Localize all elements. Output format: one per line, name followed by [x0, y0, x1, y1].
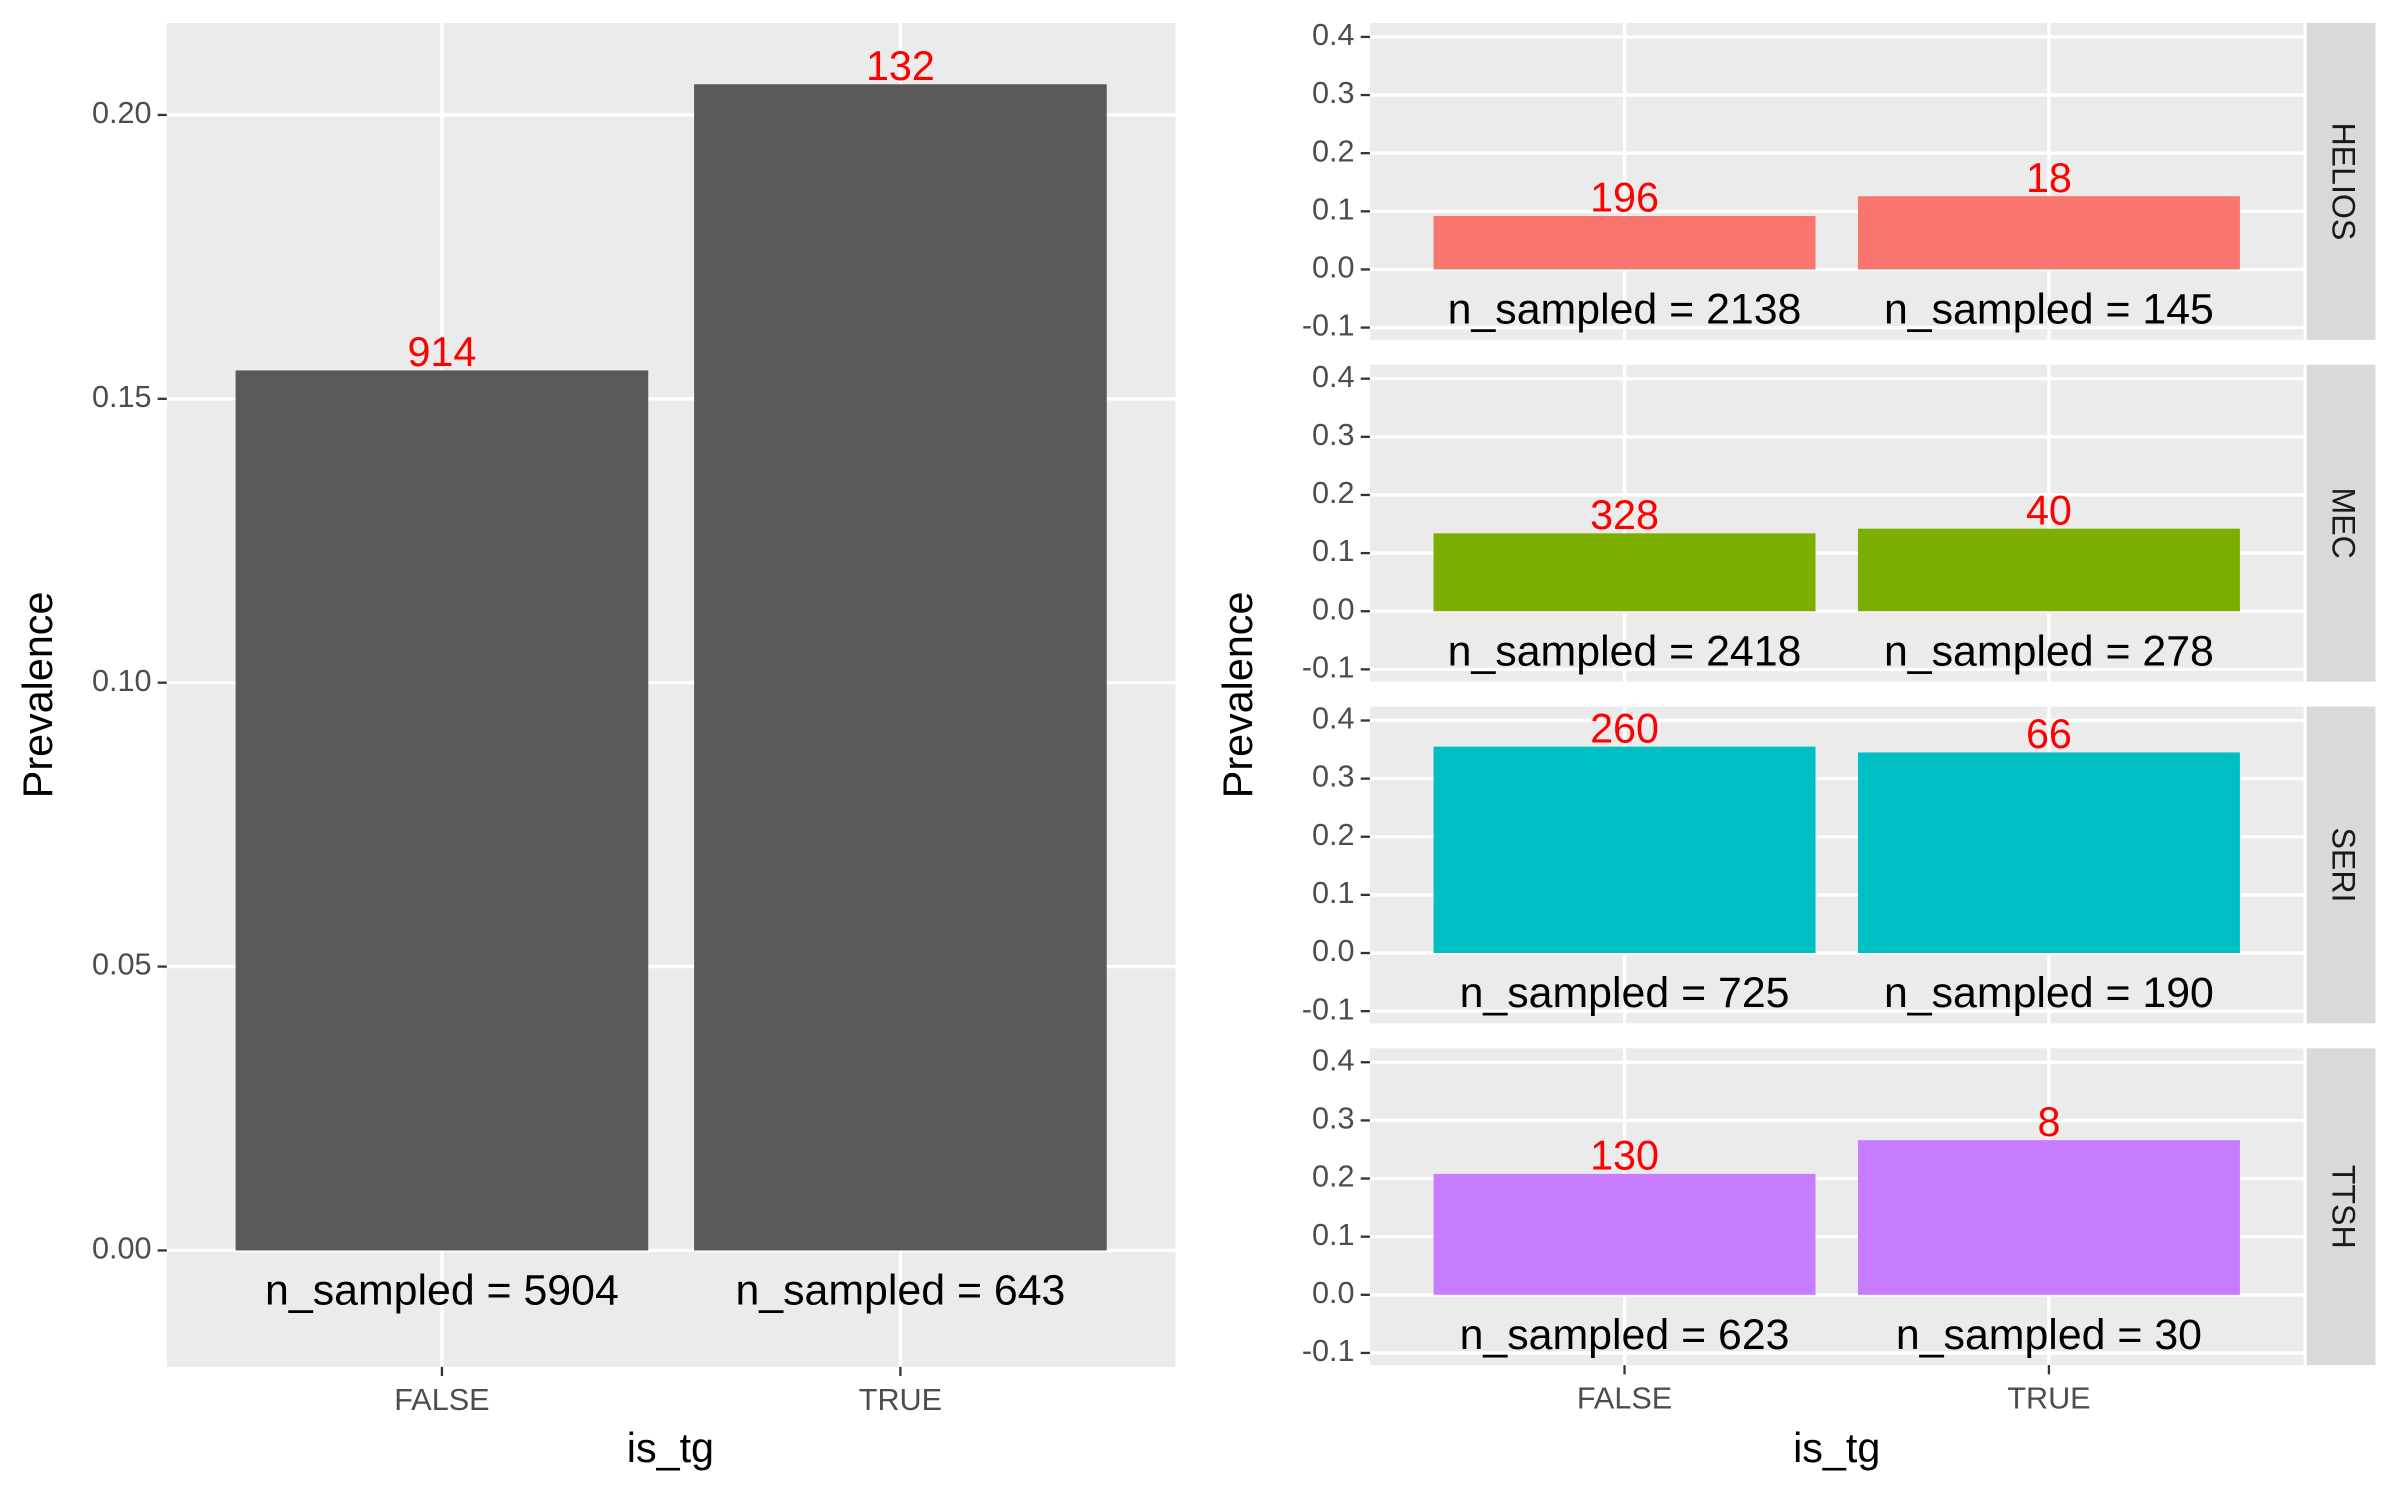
y-tick-label: 0.2	[1312, 134, 1355, 168]
bar	[1857, 528, 2240, 612]
x-tick-label: TRUE	[859, 1383, 942, 1417]
x-axis-title: is_tg	[1793, 1425, 1880, 1471]
y-tick-label: 0.4	[1312, 702, 1355, 736]
panel-background	[1369, 22, 2304, 340]
y-tick-label: 0.4	[1312, 18, 1355, 52]
y-tick-label: -0.1	[1302, 992, 1355, 1026]
strip	[2306, 706, 2376, 1024]
y-tick-label: 0.1	[1312, 876, 1355, 910]
n-sampled-label: n_sampled = 2138	[1448, 286, 1802, 334]
y-tick-label: 0.3	[1312, 760, 1355, 794]
count-label: 66	[2026, 711, 2072, 757]
y-tick-label: 0.4	[1312, 360, 1355, 394]
y-tick-label: 0.15	[92, 380, 152, 414]
y-tick-label: 0.3	[1312, 76, 1355, 110]
y-tick-label: 0.4	[1312, 1043, 1355, 1077]
strip	[2306, 364, 2376, 682]
strip-label: MEC	[2326, 487, 2362, 558]
n-sampled-label: n_sampled = 2418	[1448, 627, 1802, 675]
y-tick-label: 0.0	[1312, 934, 1355, 968]
bar	[694, 84, 1107, 1251]
strip	[2306, 1048, 2376, 1366]
y-tick-label: 0.0	[1312, 1276, 1355, 1310]
n-sampled-label: n_sampled = 643	[735, 1267, 1065, 1315]
bar	[235, 370, 649, 1251]
n-sampled-label: n_sampled = 725	[1460, 969, 1790, 1017]
n-sampled-label: n_sampled = 30	[1896, 1311, 2202, 1359]
strip-label: SERI	[2326, 827, 2362, 902]
n-sampled-label: n_sampled = 623	[1460, 1311, 1790, 1359]
x-tick-label: FALSE	[1577, 1381, 1672, 1415]
count-label: 196	[1590, 175, 1659, 221]
y-tick-label: 0.00	[92, 1232, 152, 1266]
bar	[1433, 746, 1816, 954]
strip-label: HELIOS	[2326, 122, 2362, 240]
y-tick-label: 0.1	[1312, 1218, 1355, 1252]
y-tick-label: 0.3	[1312, 1101, 1355, 1135]
n-sampled-label: n_sampled = 145	[1884, 286, 2214, 334]
y-axis-title: Prevalence	[1215, 592, 1261, 799]
count-label: 328	[1590, 492, 1659, 538]
bar	[1857, 752, 2240, 954]
y-tick-label: 0.0	[1312, 592, 1355, 626]
y-tick-label: 0.2	[1312, 1160, 1355, 1194]
y-tick-label: 0.0	[1312, 251, 1355, 285]
y-tick-label: -0.1	[1302, 1334, 1355, 1368]
y-axis-title: Prevalence	[15, 592, 61, 799]
y-tick-label: 0.1	[1312, 534, 1355, 568]
bar	[1433, 533, 1816, 612]
y-tick-label: 0.20	[92, 96, 152, 130]
strip-label: TTSH	[2326, 1165, 2362, 1249]
strip	[2306, 22, 2376, 340]
count-label: 914	[407, 329, 476, 375]
count-label: 130	[1590, 1133, 1659, 1179]
n-sampled-label: n_sampled = 278	[1884, 627, 2214, 675]
y-tick-label: 0.2	[1312, 476, 1355, 510]
x-tick-label: FALSE	[394, 1383, 489, 1417]
y-tick-label: 0.3	[1312, 418, 1355, 452]
y-tick-label: 0.05	[92, 948, 152, 982]
bar	[1857, 1140, 2240, 1295]
x-tick-label: TRUE	[2007, 1381, 2090, 1415]
count-label: 40	[2026, 487, 2072, 533]
panel-background	[1369, 364, 2304, 682]
count-label: 18	[2026, 155, 2072, 201]
count-label: 8	[2037, 1099, 2060, 1145]
y-tick-label: -0.1	[1302, 650, 1355, 684]
bar	[1433, 1173, 1816, 1295]
count-label: 260	[1590, 705, 1659, 751]
n-sampled-label: n_sampled = 5904	[265, 1267, 619, 1315]
y-tick-label: 0.2	[1312, 818, 1355, 852]
bar	[1433, 215, 1816, 270]
y-tick-label: 0.1	[1312, 192, 1355, 226]
y-tick-label: 0.10	[92, 664, 152, 698]
x-axis-title: is_tg	[627, 1425, 714, 1471]
bar	[1857, 196, 2240, 270]
y-tick-label: -0.1	[1302, 309, 1355, 343]
count-label: 132	[866, 43, 935, 89]
n-sampled-label: n_sampled = 190	[1884, 969, 2214, 1017]
